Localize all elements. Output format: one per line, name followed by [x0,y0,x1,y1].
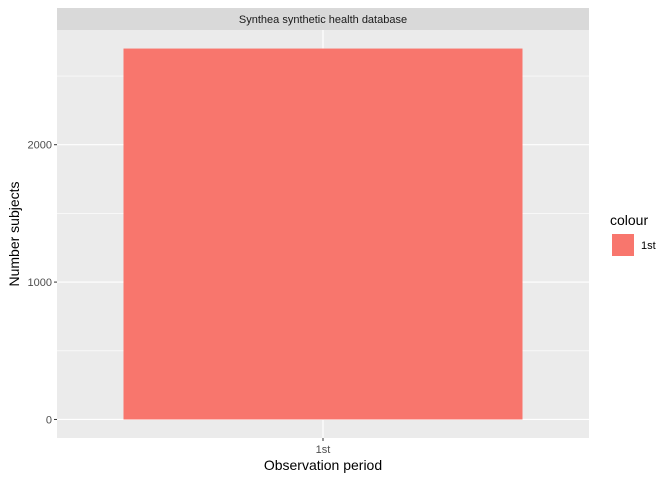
y-axis: 0 1000 2000 [28,140,57,426]
y-tick-label: 1000 [28,277,52,289]
bars [123,48,523,420]
x-axis-title: Observation period [264,457,382,473]
facet-title: Synthea synthetic health database [239,14,407,26]
legend-entries: 1st [612,234,656,256]
y-tick-label: 2000 [28,140,52,152]
facet-strip [57,8,589,30]
y-tick-label: 0 [46,414,52,426]
x-tick-label: 1st [316,444,331,456]
x-axis: 1st [316,438,331,456]
legend-label: 1st [641,240,656,252]
legend-swatch [612,234,634,256]
legend-title: colour [610,212,648,228]
bar [123,48,523,420]
legend: colour 1st [610,212,656,256]
y-axis-title: Number subjects [6,181,22,286]
